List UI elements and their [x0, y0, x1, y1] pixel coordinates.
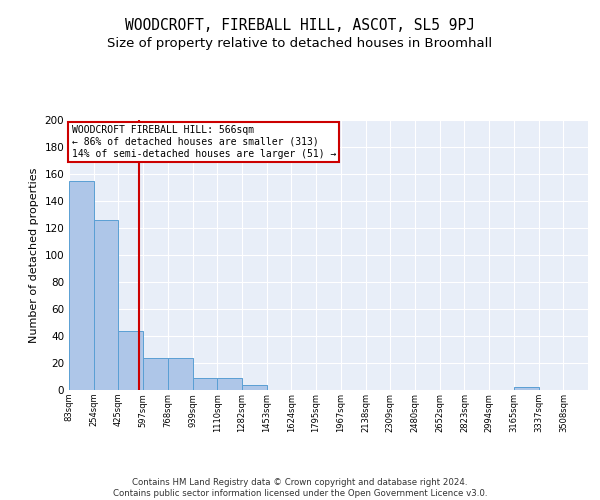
Bar [69, 180, 94, 390]
Text: Contains HM Land Registry data © Crown copyright and database right 2024.
Contai: Contains HM Land Registry data © Crown c… [113, 478, 487, 498]
Bar [168, 358, 193, 390]
Bar [217, 378, 242, 390]
Y-axis label: Number of detached properties: Number of detached properties [29, 168, 39, 342]
Text: WOODCROFT FIREBALL HILL: 566sqm
← 86% of detached houses are smaller (313)
14% o: WOODCROFT FIREBALL HILL: 566sqm ← 86% of… [71, 126, 336, 158]
Text: Size of property relative to detached houses in Broomhall: Size of property relative to detached ho… [107, 38, 493, 51]
Bar [118, 330, 143, 390]
Text: WOODCROFT, FIREBALL HILL, ASCOT, SL5 9PJ: WOODCROFT, FIREBALL HILL, ASCOT, SL5 9PJ [125, 18, 475, 32]
Bar [514, 388, 539, 390]
Bar [242, 384, 267, 390]
Bar [143, 358, 168, 390]
Bar [193, 378, 217, 390]
Bar [94, 220, 118, 390]
